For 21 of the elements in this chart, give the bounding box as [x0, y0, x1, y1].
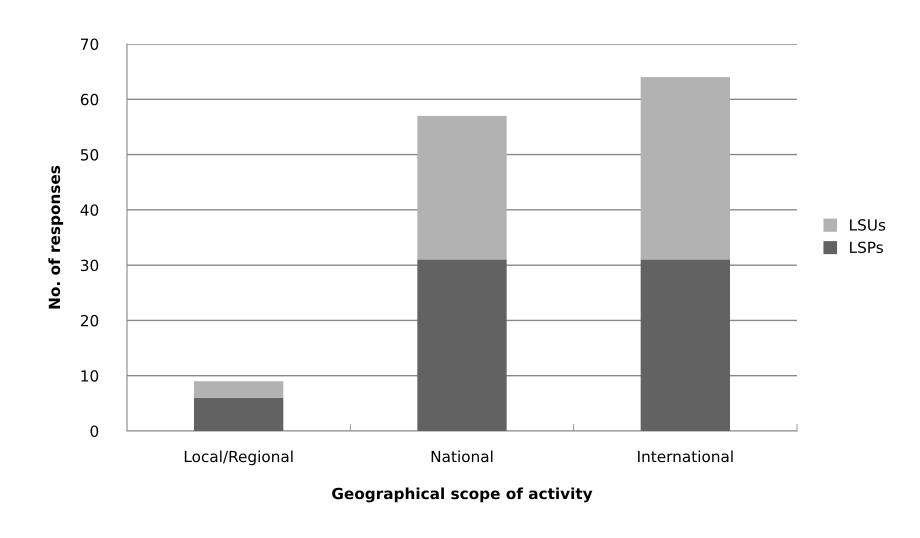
legend-label: LSUs [850, 219, 886, 231]
y-tick-label: 50 [80, 149, 98, 161]
y-tick-label: 20 [80, 314, 98, 326]
bar [194, 381, 284, 398]
y-tick-label: 70 [81, 38, 98, 50]
y-tick-label: 30 [80, 260, 98, 272]
y-tick-label: 10 [81, 370, 98, 382]
bar [640, 77, 730, 260]
x-tick-label: National [432, 450, 492, 462]
y-tick-label: 60 [80, 94, 98, 106]
bar [194, 398, 284, 431]
legend-label: LSPs [850, 242, 883, 254]
x-tick-label: International [638, 450, 733, 462]
bar [417, 260, 507, 431]
bar [640, 260, 730, 431]
bar [417, 116, 507, 260]
y-tick-label: 0 [90, 425, 98, 438]
y-axis-title: No. of responses [48, 166, 64, 308]
x-axis-title: Geographical scope of activity [332, 487, 592, 502]
y-tick-label: 40 [80, 204, 98, 216]
x-tick-label: Local/Regional [184, 450, 293, 466]
